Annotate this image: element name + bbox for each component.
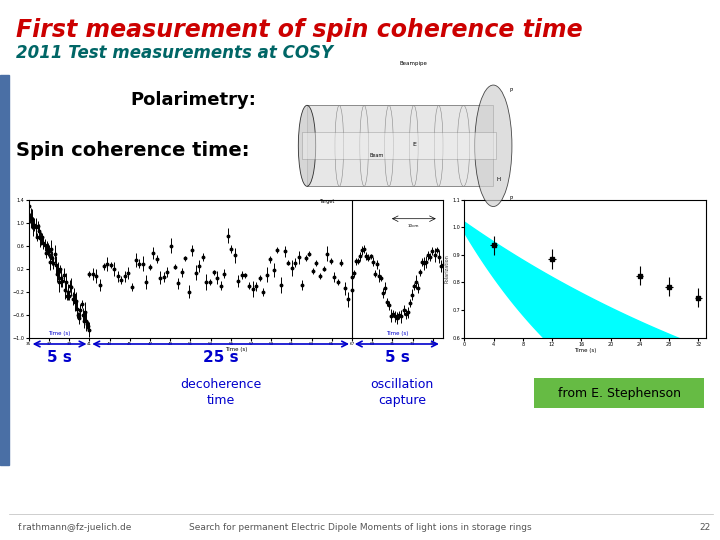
Ellipse shape [298,105,315,186]
Text: P: P [510,196,513,201]
Text: Target: Target [319,199,335,204]
FancyBboxPatch shape [534,378,704,408]
Text: from E. Stephenson: from E. Stephenson [557,387,680,400]
Text: Spin coherence time:: Spin coherence time: [16,140,250,159]
Text: Search for permanent Electric Dipole Moments of light ions in storage rings: Search for permanent Electric Dipole Mom… [189,523,531,531]
Text: H: H [497,177,501,182]
Text: 22: 22 [699,523,711,531]
Ellipse shape [474,85,512,206]
Text: Beampipe: Beampipe [400,61,428,66]
Text: First measurement of spin coherence time: First measurement of spin coherence time [16,18,582,42]
X-axis label: Time (s): Time (s) [574,348,596,353]
Text: f.rathmann@fz-juelich.de: f.rathmann@fz-juelich.de [18,523,132,531]
FancyBboxPatch shape [307,105,493,186]
Y-axis label: Renormalized Polarization: Renormalized Polarization [5,237,10,301]
Text: 2011 Test measurements at COSY: 2011 Test measurements at COSY [16,44,333,62]
Text: 5 s: 5 s [47,350,71,366]
Text: oscillation
capture: oscillation capture [371,378,434,407]
FancyBboxPatch shape [302,132,496,159]
Bar [0,75,9,465]
Y-axis label: Polarization: Polarization [445,254,450,283]
Text: Time (s): Time (s) [48,331,71,336]
X-axis label: Time (s): Time (s) [225,347,247,352]
Text: Time (s): Time (s) [386,331,408,336]
Text: E: E [412,142,415,147]
Text: P: P [510,88,513,93]
Text: 10cm: 10cm [408,224,420,228]
Text: decoherence
time: decoherence time [180,378,261,407]
Text: 25 s: 25 s [203,350,238,366]
Text: Polarimetry:: Polarimetry: [130,91,256,109]
Text: 5 s: 5 s [385,350,410,366]
Text: Beam: Beam [369,153,384,158]
